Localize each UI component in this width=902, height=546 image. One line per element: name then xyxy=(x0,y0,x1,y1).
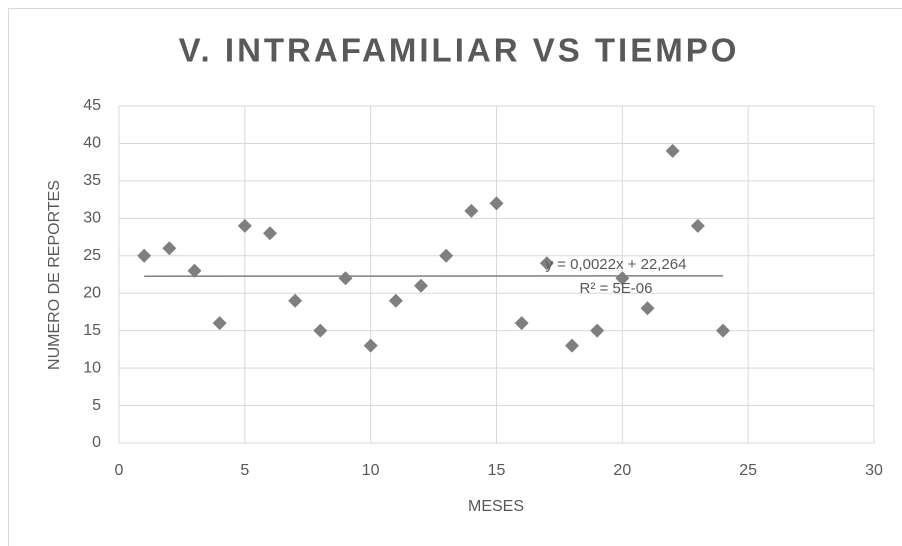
data-point xyxy=(212,316,227,331)
data-point xyxy=(363,338,378,353)
data-point xyxy=(137,248,152,263)
y-tick-label: 40 xyxy=(83,135,101,152)
data-point xyxy=(565,338,579,353)
trendline-equation: y = 0,0022x + 22,264 xyxy=(546,256,687,273)
x-axis-title: MESES xyxy=(468,498,524,515)
data-point xyxy=(439,248,454,263)
data-point xyxy=(162,241,177,256)
data-point xyxy=(288,293,303,308)
y-tick-label: 35 xyxy=(83,172,101,189)
x-tick-label: 15 xyxy=(488,462,506,479)
x-tick-label: 0 xyxy=(115,462,124,479)
y-tick-label: 15 xyxy=(83,322,101,339)
x-tick-label: 20 xyxy=(613,462,631,479)
data-point xyxy=(514,316,529,331)
data-point xyxy=(237,218,252,233)
data-point xyxy=(615,271,630,286)
y-tick-label: 0 xyxy=(92,434,101,451)
data-point xyxy=(665,143,680,158)
x-tick-label: 30 xyxy=(865,462,883,479)
data-point xyxy=(187,263,202,278)
y-axis-title: NUMERO DE REPORTES xyxy=(46,180,63,370)
data-point xyxy=(590,323,605,338)
y-tick-label: 20 xyxy=(83,284,101,301)
data-point xyxy=(489,196,504,211)
data-point xyxy=(338,271,353,286)
data-point xyxy=(690,218,705,233)
chart-title: V. INTRAFAMILIAR VS TIEMPO xyxy=(179,32,740,69)
data-point xyxy=(539,256,554,271)
y-tick-label: 5 xyxy=(92,397,101,414)
x-tick-label: 25 xyxy=(739,462,757,479)
data-point xyxy=(464,203,479,218)
y-tick-label: 10 xyxy=(83,359,101,376)
data-point xyxy=(716,323,730,338)
trendline-r2: R² = 5E-06 xyxy=(580,280,653,297)
data-point xyxy=(640,301,655,316)
y-tick-label: 30 xyxy=(83,210,101,227)
x-tick-label: 10 xyxy=(362,462,380,479)
y-tick-label: 45 xyxy=(83,97,101,114)
data-point xyxy=(414,278,428,293)
chart-frame xyxy=(8,8,902,546)
x-tick-label: 5 xyxy=(240,462,249,479)
data-point xyxy=(388,293,403,308)
data-point xyxy=(263,226,277,241)
y-tick-label: 25 xyxy=(83,247,101,264)
data-point xyxy=(313,323,328,338)
